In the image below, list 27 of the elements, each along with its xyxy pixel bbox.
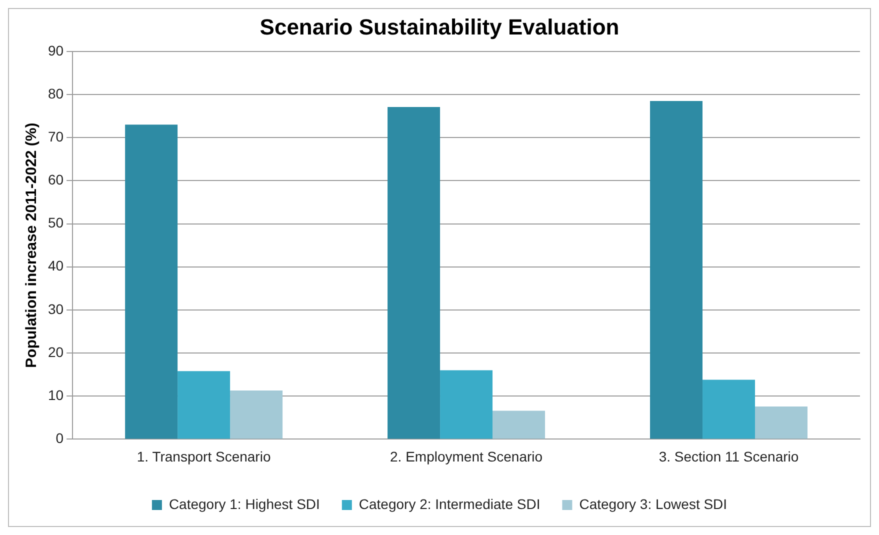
bar	[388, 106, 440, 439]
bar	[125, 124, 178, 439]
bar	[755, 406, 808, 439]
y-tick-label: 20	[48, 344, 64, 360]
x-tick-label: 1. Transport Scenario	[136, 448, 271, 464]
y-tick-label: 80	[48, 85, 64, 102]
bar	[702, 380, 756, 439]
bar	[230, 390, 283, 439]
bar	[440, 370, 493, 439]
bar	[492, 410, 546, 439]
y-tick-label: 40	[48, 258, 64, 274]
y-tick-label: 0	[56, 430, 64, 446]
bar	[650, 100, 703, 439]
x-tick-label: 2. Employment Scenario	[390, 448, 543, 464]
x-tick-label: 3. Section 11 Scenario	[658, 448, 799, 464]
bar	[178, 371, 230, 439]
chart-title: Scenario Sustainability Evaluation	[260, 14, 620, 40]
legend-label: Category 1: Highest SDI	[168, 496, 320, 512]
y-tick-label: 90	[48, 42, 64, 58]
y-tick-label: 10	[48, 386, 64, 403]
y-tick-label: 30	[48, 300, 64, 317]
y-axis-title: Population increase 2011-2022 (%)	[23, 122, 40, 368]
legend-label: Category 2: Intermediate SDI	[358, 496, 540, 512]
y-tick-label: 60	[48, 172, 64, 188]
legend-label: Category 3: Lowest SDI	[579, 496, 728, 512]
y-tick-label: 50	[48, 214, 64, 231]
y-tick-label: 70	[48, 128, 64, 144]
